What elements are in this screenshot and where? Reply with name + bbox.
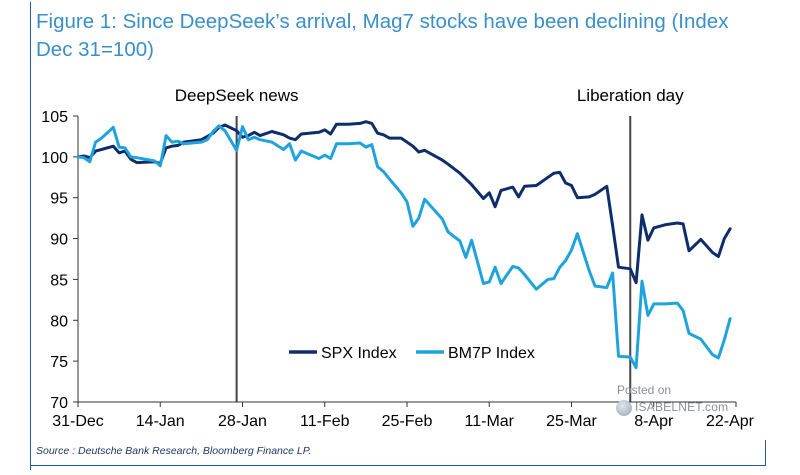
x-axis: 31-Dec 14-Jan 28-Jan 11-Feb 25-Feb 11-Mar 25-M… (52, 401, 755, 430)
bm7p-series-line (76, 124, 732, 370)
x-tick-label: 8-Apr (634, 413, 674, 430)
event-annotation-label: DeepSeek news (175, 86, 299, 105)
x-tick-label: 11-Feb (300, 413, 350, 430)
chart-title: Figure 1: Since DeepSeek’s arrival, Mag7… (36, 10, 729, 61)
y-tick-label: 80 (50, 313, 68, 330)
watermark-site-text: ISABELNET.com (635, 400, 729, 414)
watermark: Posted on ISABELNET.com (612, 383, 742, 419)
event-lines (235, 116, 632, 402)
y-tick-label: 105 (41, 109, 68, 126)
legend-label-bm7p: BM7P Index (448, 345, 535, 362)
x-tick-label: 14-Jan (136, 413, 185, 430)
x-tick-label: 11-Mar (465, 413, 515, 430)
globe-icon (616, 400, 632, 416)
x-tick-label: 22-Apr (706, 413, 755, 430)
y-tick-label: 100 (41, 150, 68, 167)
x-tick-label: 28-Jan (218, 413, 267, 430)
watermark-posted-text: Posted on (617, 383, 672, 397)
frame-right-border (765, 440, 766, 466)
frame-bottom-border (30, 465, 766, 466)
legend: SPX Index BM7P Index (289, 345, 535, 362)
spx-series-line (76, 120, 732, 285)
x-tick-label: 31-Dec (52, 413, 104, 430)
y-tick-label: 85 (50, 272, 68, 289)
y-tick-label: 95 (50, 191, 68, 208)
y-tick-label: 90 (50, 232, 68, 249)
y-tick-label: 75 (50, 354, 68, 371)
event-annotations: DeepSeek news Liberation day (175, 86, 684, 105)
event-annotation-label: Liberation day (577, 86, 684, 105)
legend-label-spx: SPX Index (321, 345, 397, 362)
series-lines (76, 120, 732, 370)
frame-left-border (30, 2, 31, 470)
x-tick-label: 25-Feb (382, 413, 433, 430)
source-note: Source : Deutsche Bank Research, Bloombe… (36, 445, 312, 457)
x-tick-label: 25-Mar (546, 413, 597, 430)
y-axis: 70 75 80 85 90 95 100 105 (41, 109, 79, 412)
y-tick-label: 70 (50, 395, 68, 412)
